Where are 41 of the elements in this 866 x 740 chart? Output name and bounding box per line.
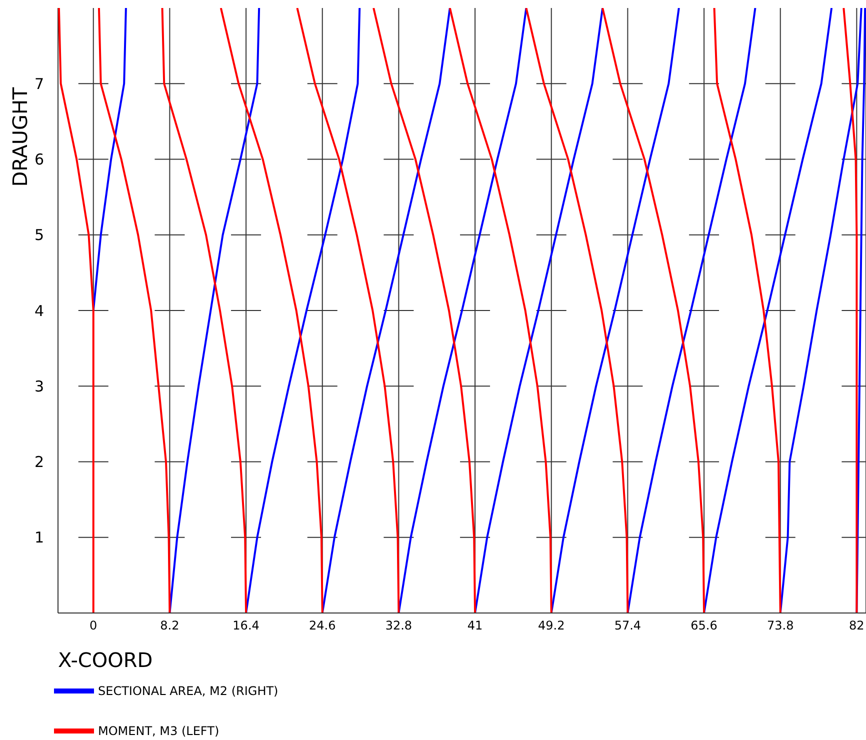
y-axis-title: DRAUGHT <box>8 87 32 187</box>
line-series <box>602 8 706 613</box>
legend-label: SECTIONAL AREA, M2 (RIGHT) <box>98 684 278 698</box>
x-tick-label: 73.8 <box>767 618 794 633</box>
x-tick-label: 24.6 <box>309 618 336 633</box>
line-series <box>525 8 629 613</box>
line-series <box>161 8 248 613</box>
x-tick-label: 57.4 <box>614 618 642 633</box>
x-tick-label: 41 <box>467 618 483 633</box>
line-series <box>474 8 604 613</box>
line-series <box>296 8 400 613</box>
x-tick-label: 82 <box>849 618 864 633</box>
y-tick-label: 6 <box>34 150 44 169</box>
line-series <box>398 8 528 613</box>
legend-label: MOMENT, M3 (LEFT) <box>98 724 220 738</box>
line-series <box>220 8 324 613</box>
line-series <box>842 8 858 613</box>
line-series <box>713 8 782 613</box>
x-axis-title: X-COORD <box>58 648 153 672</box>
line-series <box>703 8 833 613</box>
line-series <box>372 8 476 613</box>
x-tick-label: 0 <box>90 618 98 633</box>
line-series <box>448 8 552 613</box>
x-tick-label: 32.8 <box>385 618 412 633</box>
x-tick-label: 49.2 <box>538 618 565 633</box>
x-tick-label: 8.2 <box>160 618 180 633</box>
line-series <box>626 8 756 613</box>
y-tick-label: 2 <box>34 453 44 472</box>
y-tick-label: 7 <box>34 74 44 93</box>
y-tick-label: 5 <box>34 226 44 244</box>
line-series <box>245 8 361 613</box>
x-tick-label: 16.4 <box>232 618 260 633</box>
y-tick-label: 4 <box>34 302 44 320</box>
x-tick-label: 65.6 <box>690 618 718 633</box>
line-series <box>550 8 680 613</box>
line-series <box>321 8 451 613</box>
line-series <box>168 8 260 613</box>
y-tick-label: 3 <box>34 377 44 396</box>
line-series <box>98 8 171 613</box>
y-tick-label: 1 <box>34 528 44 547</box>
line-series <box>92 8 127 312</box>
